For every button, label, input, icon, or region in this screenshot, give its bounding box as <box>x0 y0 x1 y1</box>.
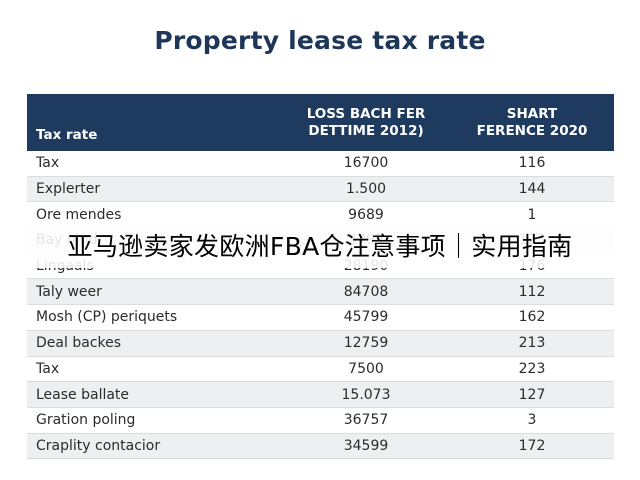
table-row: Gration poling 36757 3 <box>27 407 614 434</box>
table-row: Taly weer 84708 112 <box>27 278 614 306</box>
shart-value-cell: 112 <box>450 278 614 306</box>
loss-value-cell: 84708 <box>282 278 450 306</box>
overlay-banner-text: 亚马逊卖家发欧洲FBA仓注意事项｜实用指南 <box>67 232 573 261</box>
header-tax-rate: Tax rate <box>27 94 282 151</box>
table-row: Mosh (CP) periquets 45799 162 <box>27 304 614 331</box>
loss-value-cell: 16700 <box>282 151 450 177</box>
table-row: Explerter 1.500 144 <box>27 176 614 203</box>
shart-value-cell: 172 <box>450 433 614 460</box>
header-line: SHART <box>506 105 558 122</box>
row-label-cell: Mosh (CP) periquets <box>27 304 282 331</box>
header-line: DETTIME 2012) <box>308 122 424 139</box>
loss-value-cell: 15.073 <box>282 381 450 408</box>
table-row: Craplity contacior 34599 172 <box>27 433 614 460</box>
header-line: FERENCE 2020 <box>476 122 588 139</box>
shart-value-cell: 144 <box>450 176 614 203</box>
loss-value-cell: 45799 <box>282 304 450 331</box>
loss-value-cell: 36757 <box>282 407 450 434</box>
overlay-banner: 亚马逊卖家发欧洲FBA仓注意事项｜实用指南 <box>0 222 640 268</box>
loss-value-cell: 12759 <box>282 330 450 357</box>
page-title: Property lease tax rate <box>154 26 486 55</box>
header-row: Tax rate LOSS BACH FER DETTIME 2012) SHAR… <box>27 94 614 151</box>
shart-value-cell: 116 <box>450 151 614 177</box>
header-line: LOSS BACH FER <box>306 105 426 122</box>
loss-value-cell: 34599 <box>282 433 450 460</box>
table-body: Tax 16700 116 Explerter 1.500 144 Ore mendes 96… <box>27 151 614 460</box>
header-loss-bach: LOSS BACH FER DETTIME 2012) <box>282 94 450 151</box>
header-shart-ference: SHART FERENCE 2020 <box>450 94 614 151</box>
tax-rate-table: Tax rate LOSS BACH FER DETTIME 2012) SHAR… <box>27 94 614 460</box>
table-row: Tax 16700 116 <box>27 151 614 177</box>
header-line: Tax rate <box>36 127 98 143</box>
row-label-cell: Explerter <box>27 176 282 203</box>
shart-value-cell: 223 <box>450 356 614 383</box>
row-label-cell: Lease ballate <box>27 381 282 408</box>
loss-value-cell: 7500 <box>282 356 450 383</box>
shart-value-cell: 127 <box>450 381 614 408</box>
shart-value-cell: 213 <box>450 330 614 357</box>
row-label-cell: Craplity contacior <box>27 433 282 460</box>
row-label-cell: Tax <box>27 356 282 383</box>
table-row: Tax 7500 223 <box>27 356 614 383</box>
table-row: Lease ballate 15.073 127 <box>27 381 614 408</box>
table-header: Tax rate LOSS BACH FER DETTIME 2012) SHAR… <box>27 94 614 151</box>
tax-rate-table-container: Tax rate LOSS BACH FER DETTIME 2012) SHAR… <box>27 94 614 460</box>
shart-value-cell: 162 <box>450 304 614 331</box>
row-label-cell: Taly weer <box>27 278 282 306</box>
row-label-cell: Tax <box>27 151 282 177</box>
loss-value-cell: 1.500 <box>282 176 450 203</box>
row-label-cell: Gration poling <box>27 407 282 434</box>
table-row: Deal backes 12759 213 <box>27 330 614 357</box>
row-label-cell: Deal backes <box>27 330 282 357</box>
shart-value-cell: 3 <box>450 407 614 434</box>
